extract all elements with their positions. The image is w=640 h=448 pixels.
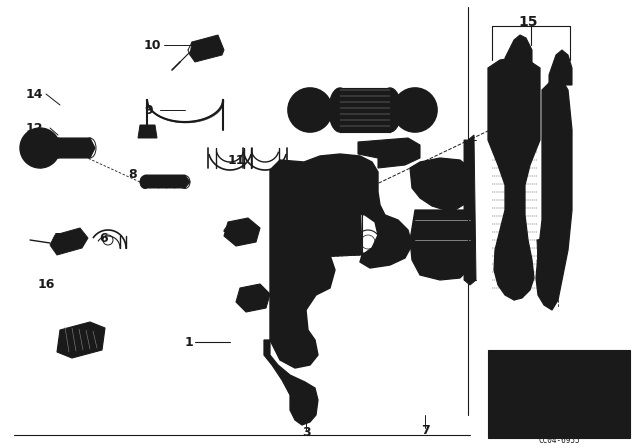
Circle shape — [506, 396, 514, 404]
Circle shape — [503, 393, 517, 407]
Circle shape — [288, 88, 332, 132]
Polygon shape — [196, 41, 213, 54]
Ellipse shape — [379, 88, 401, 132]
Text: 15: 15 — [518, 15, 538, 29]
Polygon shape — [50, 228, 88, 255]
Text: 7: 7 — [421, 423, 429, 436]
Text: 5: 5 — [54, 232, 63, 245]
Polygon shape — [270, 154, 412, 368]
Text: 11: 11 — [228, 154, 246, 167]
Polygon shape — [410, 158, 472, 210]
Circle shape — [437, 176, 453, 192]
Text: 13: 13 — [332, 185, 349, 198]
Polygon shape — [53, 138, 95, 158]
Polygon shape — [537, 235, 560, 262]
Polygon shape — [295, 185, 362, 258]
Polygon shape — [138, 125, 157, 138]
Ellipse shape — [140, 176, 150, 189]
Polygon shape — [236, 284, 270, 312]
Text: 1: 1 — [185, 336, 194, 349]
Polygon shape — [410, 210, 475, 280]
Circle shape — [63, 236, 77, 250]
Polygon shape — [464, 135, 476, 285]
Polygon shape — [57, 322, 105, 358]
Polygon shape — [224, 218, 260, 246]
Polygon shape — [358, 138, 420, 168]
Text: 10: 10 — [144, 39, 161, 52]
Circle shape — [593, 393, 607, 407]
Circle shape — [586, 386, 614, 414]
Circle shape — [393, 88, 437, 132]
Text: 2: 2 — [248, 289, 257, 302]
Text: 16: 16 — [38, 277, 56, 290]
Ellipse shape — [329, 88, 351, 132]
Polygon shape — [148, 130, 154, 136]
Text: 6: 6 — [99, 232, 108, 245]
Polygon shape — [264, 340, 318, 425]
Text: 3: 3 — [302, 426, 310, 439]
Polygon shape — [505, 35, 532, 65]
Polygon shape — [340, 88, 390, 132]
Text: 8: 8 — [128, 168, 136, 181]
Ellipse shape — [52, 138, 64, 158]
Circle shape — [248, 292, 260, 304]
Circle shape — [496, 386, 524, 414]
Polygon shape — [537, 258, 558, 282]
Polygon shape — [536, 78, 572, 310]
Bar — [488, 350, 630, 438]
Circle shape — [20, 128, 60, 168]
Polygon shape — [549, 50, 572, 85]
Polygon shape — [140, 175, 190, 188]
Circle shape — [75, 145, 81, 151]
Text: 12: 12 — [26, 121, 44, 134]
Circle shape — [26, 134, 54, 162]
Text: 14: 14 — [26, 87, 44, 100]
Polygon shape — [488, 58, 540, 300]
Text: CC04-6955: CC04-6955 — [538, 435, 580, 444]
Polygon shape — [190, 35, 224, 62]
Text: 4: 4 — [222, 224, 231, 237]
Text: 9: 9 — [144, 103, 152, 116]
Circle shape — [236, 226, 248, 238]
